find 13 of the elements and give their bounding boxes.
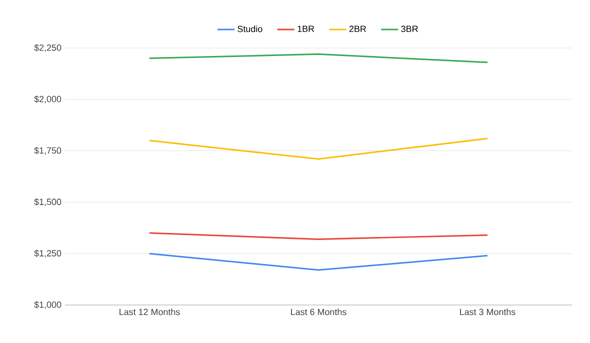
y-tick-label: $1,500	[34, 198, 62, 206]
y-tick-label: $1,750	[34, 146, 62, 155]
x-tick-label: Last 3 Months	[460, 308, 516, 316]
y-tick-label: $2,250	[34, 44, 62, 52]
y-tick-label: $1,000	[34, 301, 62, 309]
legend-label: 1BR	[298, 26, 314, 32]
legend-label: 2BR	[349, 26, 366, 32]
y-tick-label: $2,000	[34, 96, 62, 104]
x-tick-label: Last 12 Months	[120, 308, 180, 316]
x-tick-label: Last 6 Months	[291, 308, 346, 316]
legend-label: Studio	[238, 26, 262, 32]
y-tick-label: $1,250	[34, 250, 62, 258]
legend-label: 3BR	[401, 26, 418, 32]
